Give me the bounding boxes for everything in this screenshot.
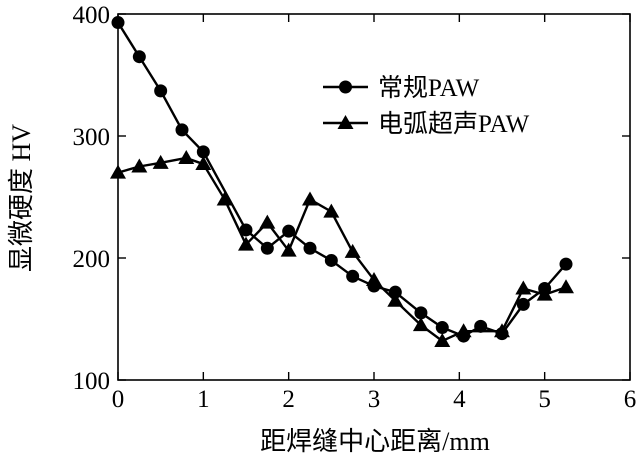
data-point-circle	[132, 50, 146, 64]
data-point-triangle	[387, 292, 404, 307]
data-point-circle	[559, 257, 573, 271]
data-point-circle	[260, 241, 274, 255]
x-tick-label: 0	[112, 386, 125, 413]
data-point-triangle	[434, 332, 451, 347]
data-point-triangle	[344, 243, 361, 258]
plot-area	[117, 13, 631, 381]
x-axis: 0 1 2 3 4 5 6	[112, 14, 637, 413]
data-point-circle	[414, 306, 428, 320]
data-point-triangle	[195, 156, 212, 171]
data-point-circle	[516, 297, 530, 311]
data-point-triangle	[280, 242, 297, 257]
data-point-triangle	[536, 286, 553, 301]
x-tick-label: 5	[538, 386, 551, 413]
data-point-triangle	[323, 203, 340, 218]
data-point-circle	[388, 285, 402, 299]
y-axis-title: 显微硬度 HV	[7, 124, 36, 272]
data-point-triangle	[178, 149, 195, 164]
legend-entry: 电弧超声PAW	[323, 110, 530, 138]
x-tick-label: 4	[453, 386, 466, 413]
series-arc-ultrasonic-paw	[110, 149, 574, 347]
data-point-circle	[196, 145, 210, 159]
legend: 常规PAW 电弧超声PAW	[323, 74, 530, 138]
data-point-triangle	[455, 323, 472, 338]
data-point-triangle	[494, 323, 510, 338]
x-axis-title: 距焊缝中心距离/mm	[260, 427, 490, 456]
y-tick-label: 400	[73, 2, 111, 29]
data-point-circle	[474, 319, 488, 333]
data-point-circle	[154, 84, 168, 98]
legend-label: 常规PAW	[378, 74, 480, 102]
x-tick-label: 2	[282, 386, 295, 413]
data-point-triangle	[110, 164, 126, 179]
series-line	[117, 156, 567, 343]
data-point-triangle	[515, 280, 532, 295]
legend-marker-triangle	[337, 115, 354, 129]
data-point-circle	[239, 223, 253, 237]
legend-label: 电弧超声PAW	[378, 110, 530, 138]
data-point-circle	[435, 321, 449, 335]
series-line	[116, 21, 567, 338]
x-tick-label: 3	[368, 386, 381, 413]
data-point-circle	[324, 253, 338, 267]
data-point-triangle	[558, 279, 574, 294]
x-tick-label: 1	[197, 386, 210, 413]
data-point-triangle	[238, 236, 254, 251]
data-point-circle	[346, 269, 360, 283]
y-tick-label: 100	[73, 368, 111, 395]
data-point-triangle	[216, 191, 233, 206]
legend-entry: 常规PAW	[323, 74, 480, 102]
data-point-triangle	[259, 214, 276, 229]
y-tick-label: 200	[73, 246, 111, 273]
data-point-triangle	[131, 158, 148, 173]
data-point-circle	[282, 224, 296, 238]
series-conventional-paw	[111, 16, 573, 343]
y-axis: 100 200 300 400	[73, 2, 630, 395]
data-point-circle	[303, 241, 317, 255]
data-point-triangle	[152, 154, 169, 169]
plot-frame	[117, 13, 631, 381]
x-tick-label: 6	[624, 386, 637, 413]
legend-marker-circle	[339, 80, 352, 94]
data-point-triangle	[412, 317, 429, 332]
data-point-circle	[111, 16, 125, 30]
data-point-triangle	[366, 271, 382, 286]
data-point-circle	[175, 123, 189, 137]
series-layer	[110, 16, 574, 347]
data-point-triangle	[302, 191, 318, 206]
y-tick-label: 300	[73, 124, 111, 151]
